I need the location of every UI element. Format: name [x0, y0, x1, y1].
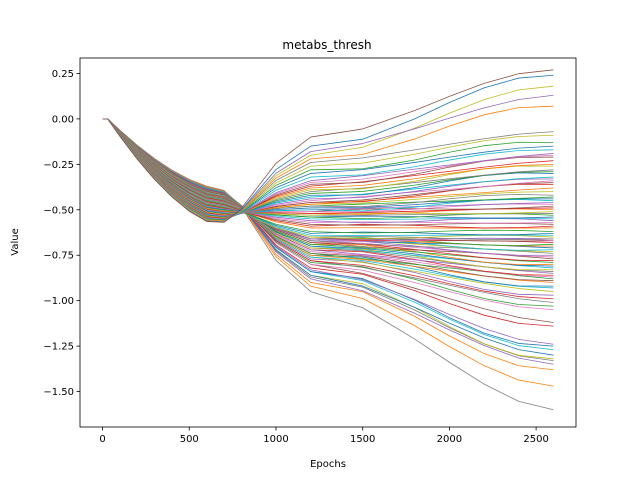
y-tick-label: −1.25: [43, 342, 74, 353]
y-axis-label: Value: [10, 228, 21, 255]
y-tick-label: 0.25: [52, 69, 74, 80]
x-tick-label: 1500: [350, 434, 375, 445]
x-tick-label: 0: [99, 434, 105, 445]
y-axis-ticks: 0.25 0.00 −0.25 −0.50 −0.75 −1.00 −1.25 −1.50: [43, 69, 80, 398]
y-tick-label: −1.00: [43, 296, 74, 307]
y-tick-label: −0.25: [43, 160, 74, 171]
x-tick-label: 2500: [523, 434, 548, 445]
x-axis-ticks: 0 500 1000 1500 2000 2500: [99, 427, 549, 445]
y-tick-label: −0.50: [43, 205, 74, 216]
plot-frame: [79, 57, 577, 428]
series-line: [102, 69, 554, 223]
y-tick-label: −0.75: [43, 251, 74, 262]
x-tick-label: 2000: [437, 434, 462, 445]
x-axis-label: Epochs: [310, 459, 346, 470]
series-layer: [102, 69, 554, 411]
y-tick-label: 0.00: [52, 114, 74, 125]
x-tick-label: 500: [180, 434, 199, 445]
y-tick-label: −1.50: [43, 387, 74, 398]
chart-title: metabs_thresh: [282, 38, 371, 52]
x-tick-label: 1000: [263, 434, 288, 445]
